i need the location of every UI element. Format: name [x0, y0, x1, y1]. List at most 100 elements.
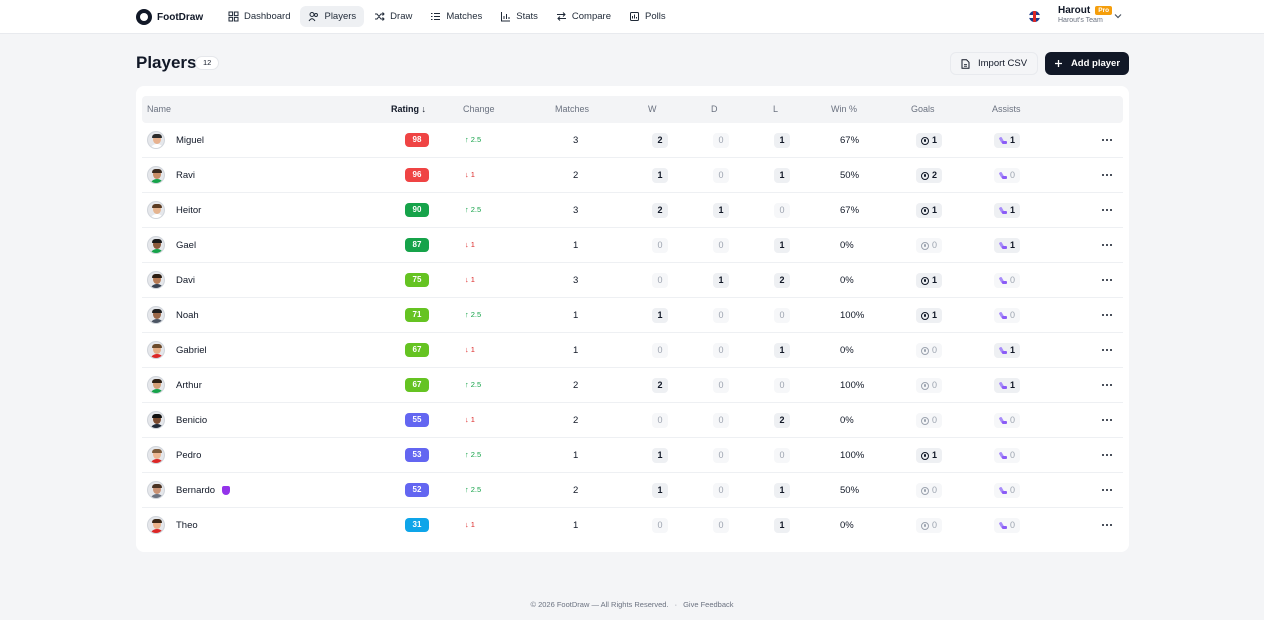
row-actions-more-icon[interactable]: [1102, 415, 1112, 425]
assists-cell: 0: [994, 308, 1021, 323]
nav-item-dashboard[interactable]: Dashboard: [220, 6, 298, 27]
glove-icon: [222, 486, 231, 495]
nav-item-compare[interactable]: Compare: [548, 6, 619, 27]
player-name-cell[interactable]: Noah: [176, 298, 199, 333]
table-row[interactable]: Theo 31 ↓ 1 1 0 0 1 0% 0 0: [142, 508, 1123, 543]
player-name-cell[interactable]: Gabriel: [176, 333, 207, 368]
top-navbar: FootDraw Dashboard Players Draw Matches: [0, 0, 1264, 34]
change-value: 2.5: [470, 485, 482, 494]
wins-cell: 0: [652, 413, 668, 428]
row-actions-more-icon[interactable]: [1102, 170, 1112, 180]
assists-cell: 0: [994, 483, 1021, 498]
player-name: Gael: [176, 240, 197, 251]
file-icon: [961, 58, 970, 69]
assists-value: 0: [1010, 415, 1016, 425]
nav-item-stats[interactable]: Stats: [492, 6, 546, 27]
table-row[interactable]: Benicio 55 ↓ 1 2 0 0 2 0% 0 0: [142, 403, 1123, 438]
win-percent-cell: 0%: [840, 415, 854, 426]
row-actions-more-icon[interactable]: [1102, 380, 1112, 390]
nav-item-draw[interactable]: Draw: [366, 6, 420, 27]
draws-cell: 0: [713, 483, 729, 498]
row-actions-more-icon[interactable]: [1102, 485, 1112, 495]
column-header-win[interactable]: Win %: [831, 104, 858, 114]
table-row[interactable]: Davi 75 ↓ 1 3 0 1 2 0% 1 0: [142, 263, 1123, 298]
table-row[interactable]: Ravi 96 ↓ 1 2 1 0 1 50% 2 0: [142, 158, 1123, 193]
column-header-l[interactable]: L: [773, 104, 779, 114]
give-feedback-link[interactable]: Give Feedback: [683, 600, 734, 609]
nav-label: Draw: [390, 11, 413, 22]
change-value: 1: [470, 520, 475, 529]
player-name-cell[interactable]: Bernardo: [176, 473, 231, 508]
rating-change: ↑ 2.5: [465, 122, 481, 157]
pro-badge: Pro: [1095, 6, 1113, 15]
player-name-cell[interactable]: Davi: [176, 263, 195, 298]
table-row[interactable]: Heitor 90 ↑ 2.5 3 2 1 0 67% 1 1: [142, 193, 1123, 228]
column-header-change[interactable]: Change: [463, 104, 495, 114]
column-header-w[interactable]: W: [648, 104, 657, 114]
chevron-down-icon[interactable]: [1114, 12, 1122, 20]
nav-item-matches[interactable]: Matches: [422, 6, 490, 27]
player-name-cell[interactable]: Theo: [176, 508, 198, 543]
football-icon: [921, 451, 929, 460]
goals-value: 1: [932, 205, 938, 215]
assists-cell: 1: [994, 203, 1021, 218]
goals-value: 1: [932, 275, 938, 285]
player-name-cell[interactable]: Heitor: [176, 193, 201, 228]
row-actions-more-icon[interactable]: [1102, 520, 1112, 530]
column-header-rating[interactable]: Rating ↓: [391, 96, 426, 123]
nav-item-players[interactable]: Players: [300, 6, 365, 27]
table-row[interactable]: Bernardo 52 ↑ 2.5 2 1 0 1 50% 0 0: [142, 473, 1123, 508]
win-percent-cell: 50%: [840, 485, 860, 496]
row-actions-more-icon[interactable]: [1102, 205, 1112, 215]
player-name-cell[interactable]: Pedro: [176, 438, 201, 473]
language-flag-icon[interactable]: [1029, 11, 1040, 22]
losses-cell: 1: [774, 168, 790, 183]
row-actions-more-icon[interactable]: [1102, 240, 1112, 250]
brand-name: FootDraw: [157, 11, 204, 23]
brand[interactable]: FootDraw: [136, 8, 203, 26]
football-icon: [921, 276, 929, 285]
wins-cell: 0: [652, 273, 668, 288]
player-name: Arthur: [176, 380, 202, 391]
rating-change: ↑ 2.5: [465, 192, 481, 227]
rating-change: ↑ 2.5: [465, 437, 481, 472]
column-header-matches[interactable]: Matches: [555, 104, 590, 114]
shuffle-icon: [374, 11, 385, 22]
table-row[interactable]: Gabriel 67 ↓ 1 1 0 0 1 0% 0 1: [142, 333, 1123, 368]
table-row[interactable]: Gael 87 ↓ 1 1 0 0 1 0% 0 1: [142, 228, 1123, 263]
row-actions-more-icon[interactable]: [1102, 345, 1112, 355]
avatar: [147, 236, 165, 254]
column-header-goals[interactable]: Goals: [911, 104, 935, 114]
column-header-d[interactable]: D: [711, 104, 718, 114]
row-actions-more-icon[interactable]: [1102, 450, 1112, 460]
player-name-cell[interactable]: Miguel: [176, 123, 204, 158]
avatar: [147, 341, 165, 359]
player-name: Gabriel: [176, 345, 207, 356]
boot-icon: [999, 242, 1007, 249]
row-actions-more-icon[interactable]: [1102, 275, 1112, 285]
player-name-cell[interactable]: Benicio: [176, 403, 207, 438]
row-actions-more-icon[interactable]: [1102, 310, 1112, 320]
losses-cell: 0: [774, 378, 790, 393]
nav-item-polls[interactable]: Polls: [621, 6, 674, 27]
row-actions-more-icon[interactable]: [1102, 135, 1112, 145]
goals-cell: 0: [916, 378, 943, 393]
table-row[interactable]: Pedro 53 ↑ 2.5 1 1 0 0 100% 1 0: [142, 438, 1123, 473]
player-name-cell[interactable]: Arthur: [176, 368, 202, 403]
rating-header-label: Rating: [391, 104, 419, 114]
list-icon: [430, 11, 441, 22]
table-row[interactable]: Noah 71 ↑ 2.5 1 1 0 0 100% 1 0: [142, 298, 1123, 333]
losses-cell: 1: [774, 238, 790, 253]
table-row[interactable]: Miguel 98 ↑ 2.5 3 2 0 1 67% 1 1: [142, 123, 1123, 158]
add-player-button[interactable]: Add player: [1045, 52, 1129, 75]
goals-cell: 2: [916, 168, 943, 183]
compare-icon: [556, 11, 567, 22]
user-menu[interactable]: Harout Pro Harout's Team: [1058, 5, 1113, 24]
column-header-name[interactable]: Name: [147, 104, 172, 114]
boot-icon: [999, 487, 1007, 494]
player-name-cell[interactable]: Ravi: [176, 158, 195, 193]
column-header-assists[interactable]: Assists: [992, 104, 1021, 114]
import-csv-button[interactable]: Import CSV: [950, 52, 1039, 75]
player-name-cell[interactable]: Gael: [176, 228, 196, 263]
table-row[interactable]: Arthur 67 ↑ 2.5 2 2 0 0 100% 0 1: [142, 368, 1123, 403]
